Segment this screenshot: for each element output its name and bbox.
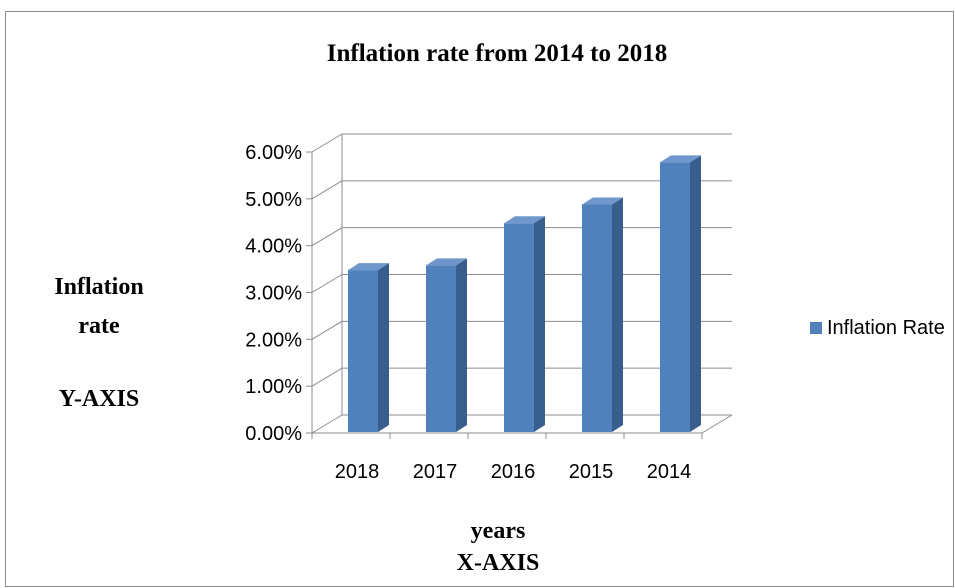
bar-front-face	[504, 223, 534, 432]
x-tick-label: 2018	[335, 461, 380, 483]
y-axis-label-line-2: rate	[78, 313, 120, 339]
chart-frame: 0.00% 1.00% 2.00% 3.00% 4.00% 5.00% 6.00% 2018…	[5, 11, 954, 587]
bar-side-face	[690, 155, 701, 432]
bar-top-face	[348, 263, 389, 271]
legend-swatch	[810, 322, 822, 334]
x-tick-label: 2017	[413, 461, 458, 483]
y-tick-label: 2.00%	[245, 329, 302, 351]
chart-title: Inflation rate from 2014 to 2018	[327, 40, 667, 67]
floor-right-edge	[701, 414, 733, 434]
y-tick-label: 4.00%	[245, 236, 302, 258]
gridline-diagonal	[311, 133, 343, 153]
axes	[306, 151, 733, 439]
y-tick-labels: 0.00% 1.00% 2.00% 3.00% 4.00% 5.00% 6.00%	[245, 142, 302, 445]
bar-top-face	[504, 216, 545, 224]
x-axis-label-line-2: X-AXIS	[457, 550, 540, 576]
gridline-diagonal	[311, 274, 343, 293]
y-tick-label: 1.00%	[245, 376, 302, 398]
x-axis-label-line-1: years	[471, 518, 526, 544]
y-tick-label: 5.00%	[245, 189, 302, 211]
bars	[348, 155, 701, 432]
bar-side-face	[534, 216, 545, 432]
y-tick-label: 3.00%	[245, 283, 302, 305]
gridline-diagonal	[311, 414, 343, 434]
bar-top-face	[426, 258, 467, 266]
bar-2018	[348, 263, 389, 432]
x-tick-labels: 2018 2017 2016 2015 2014	[335, 461, 692, 483]
x-tick-label: 2014	[647, 461, 692, 483]
legend-label: Inflation Rate	[827, 317, 945, 339]
y-tick-label: 0.00%	[245, 423, 302, 445]
bar-side-face	[612, 197, 623, 432]
bar-2014	[660, 155, 701, 432]
gridline-diagonal	[311, 367, 343, 387]
gridline-diagonal	[311, 320, 343, 340]
y-tick-label: 6.00%	[245, 142, 302, 164]
x-tick-label: 2015	[569, 461, 614, 483]
bar-side-face	[378, 263, 389, 432]
gridline-diagonal	[311, 180, 343, 200]
y-axis-label-line-1: Inflation	[54, 274, 143, 300]
bar-2015	[582, 197, 623, 432]
bar-front-face	[348, 270, 378, 432]
gridline-diagonal	[311, 227, 343, 247]
bar-front-face	[582, 204, 612, 432]
bar-front-face	[426, 265, 456, 432]
bar-side-face	[456, 258, 467, 432]
bar-top-face	[582, 197, 623, 205]
legend: Inflation Rate	[810, 317, 945, 339]
chart: 0.00% 1.00% 2.00% 3.00% 4.00% 5.00% 6.00% 2018…	[54, 40, 945, 576]
x-tick-label: 2016	[491, 461, 536, 483]
bar-2017	[426, 258, 467, 432]
bar-front-face	[660, 162, 690, 432]
y-axis-label-line-3: Y-AXIS	[59, 386, 139, 412]
bar-2016	[504, 216, 545, 432]
bar-top-face	[660, 155, 701, 163]
